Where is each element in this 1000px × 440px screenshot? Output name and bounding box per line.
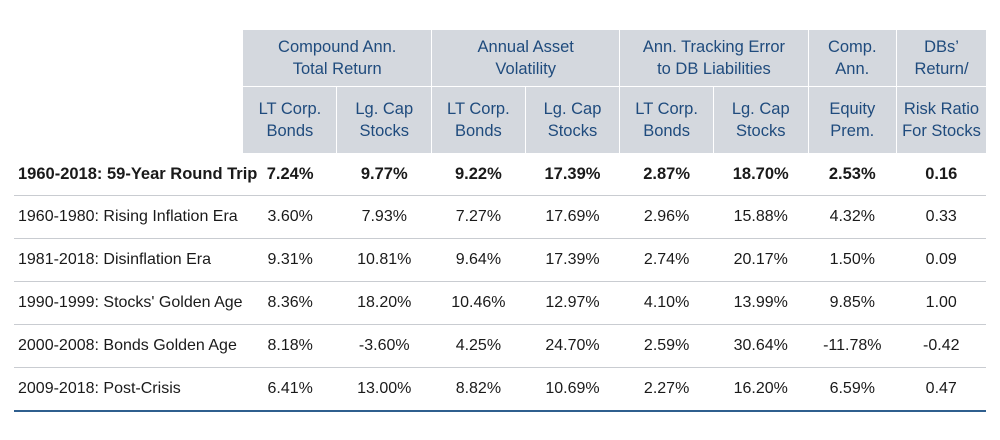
table-cell: 10.69% xyxy=(525,367,620,412)
table-cell: 4.10% xyxy=(619,281,714,325)
returns-table: Compound Ann. Total Return Annual Asset Vo… xyxy=(14,30,986,412)
table-row: 2000-2008: Bonds Golden Age 8.18% -3.60%… xyxy=(14,324,986,368)
table-cell: -3.60% xyxy=(336,324,432,368)
table-row: 1981-2018: Disinflation Era 9.31% 10.81%… xyxy=(14,238,986,282)
header-blank-cell xyxy=(14,86,244,153)
table-cell: 8.18% xyxy=(243,324,337,368)
table-cell: 3.60% xyxy=(243,195,337,239)
table-cell: 10.81% xyxy=(336,238,432,282)
table-cell: 6.41% xyxy=(243,367,337,412)
table-cell: -0.42 xyxy=(896,324,986,368)
table-row: 1960-2018: 59-Year Round Trip 7.24% 9.77… xyxy=(14,153,986,196)
table-cell: 7.27% xyxy=(431,195,526,239)
table-cell: 1.00 xyxy=(896,281,986,325)
header-tracking-error: Ann. Tracking Error to DB Liabilities xyxy=(619,30,809,87)
table-cell: 15.88% xyxy=(713,195,809,239)
table-cell: 7.93% xyxy=(336,195,432,239)
table-cell: 2.96% xyxy=(619,195,714,239)
header-blank-cell xyxy=(14,30,244,87)
table-cell: 9.22% xyxy=(431,153,526,196)
row-label: 1981-2018: Disinflation Era xyxy=(14,238,244,282)
table-cell: 0.09 xyxy=(896,238,986,282)
table-cell: 30.64% xyxy=(713,324,809,368)
table-cell: 17.39% xyxy=(525,153,620,196)
header-dbs-ratio: DBs’ Return/ xyxy=(896,30,986,87)
table-cell: 2.74% xyxy=(619,238,714,282)
row-label: 1990-1999: Stocks' Golden Age xyxy=(14,281,244,325)
table-cell: 18.70% xyxy=(713,153,809,196)
subheader-cell: LT Corp. Bonds xyxy=(431,86,526,153)
table-cell: 0.16 xyxy=(896,153,986,196)
row-label: 2000-2008: Bonds Golden Age xyxy=(14,324,244,368)
table-row: 2009-2018: Post-Crisis 6.41% 13.00% 8.82… xyxy=(14,367,986,412)
table-cell: 9.64% xyxy=(431,238,526,282)
row-label: 2009-2018: Post-Crisis xyxy=(14,367,244,412)
table-cell: 18.20% xyxy=(336,281,432,325)
subheader-cell: Lg. Cap Stocks xyxy=(336,86,432,153)
table-cell: 16.20% xyxy=(713,367,809,412)
table-cell: 17.69% xyxy=(525,195,620,239)
header-asset-volatility: Annual Asset Volatility xyxy=(431,30,620,87)
table-cell: 2.87% xyxy=(619,153,714,196)
table-cell: 4.32% xyxy=(808,195,897,239)
table-cell: 10.46% xyxy=(431,281,526,325)
table-cell: 2.53% xyxy=(808,153,897,196)
table-cell: 6.59% xyxy=(808,367,897,412)
subheader-equity-premium: Equity Prem. xyxy=(807,86,897,153)
subheader-cell: Lg. Cap Stocks xyxy=(712,86,809,153)
subheader-cell: Lg. Cap Stocks xyxy=(524,86,620,153)
table-cell: 9.77% xyxy=(336,153,432,196)
table-cell: -11.78% xyxy=(808,324,897,368)
table-cell: 20.17% xyxy=(713,238,809,282)
table-cell: 9.31% xyxy=(243,238,337,282)
table-cell: 2.27% xyxy=(619,367,714,412)
row-label: 1960-1980: Rising Inflation Era xyxy=(14,195,244,239)
row-label: 1960-2018: 59-Year Round Trip xyxy=(14,153,257,196)
table-row: 1990-1999: Stocks' Golden Age 8.36% 18.2… xyxy=(14,281,986,325)
subheader-dbs-ratio: Risk Ratio For Stocks xyxy=(896,86,986,153)
table-cell: 0.47 xyxy=(896,367,986,412)
table-cell: 1.50% xyxy=(808,238,897,282)
table-cell: 12.97% xyxy=(525,281,620,325)
table-row: 1960-1980: Rising Inflation Era 3.60% 7.… xyxy=(14,195,986,239)
header-equity-premium: Comp. Ann. xyxy=(807,30,897,87)
table-cell: 9.85% xyxy=(808,281,897,325)
table-cell: 8.82% xyxy=(431,367,526,412)
table-cell: 13.00% xyxy=(336,367,432,412)
header-compound-return: Compound Ann. Total Return xyxy=(243,30,432,87)
subheader-cell: LT Corp. Bonds xyxy=(619,86,714,153)
subheader-cell: LT Corp. Bonds xyxy=(243,86,337,153)
table-cell: 8.36% xyxy=(243,281,337,325)
table-cell: 17.39% xyxy=(525,238,620,282)
returns-table-container: Compound Ann. Total Return Annual Asset Vo… xyxy=(14,30,986,412)
table-cell: 13.99% xyxy=(713,281,809,325)
table-cell: 0.33 xyxy=(896,195,986,239)
table-cell: 24.70% xyxy=(525,324,620,368)
table-cell: 7.24% xyxy=(243,153,337,196)
table-cell: 4.25% xyxy=(431,324,526,368)
table-cell: 2.59% xyxy=(619,324,714,368)
